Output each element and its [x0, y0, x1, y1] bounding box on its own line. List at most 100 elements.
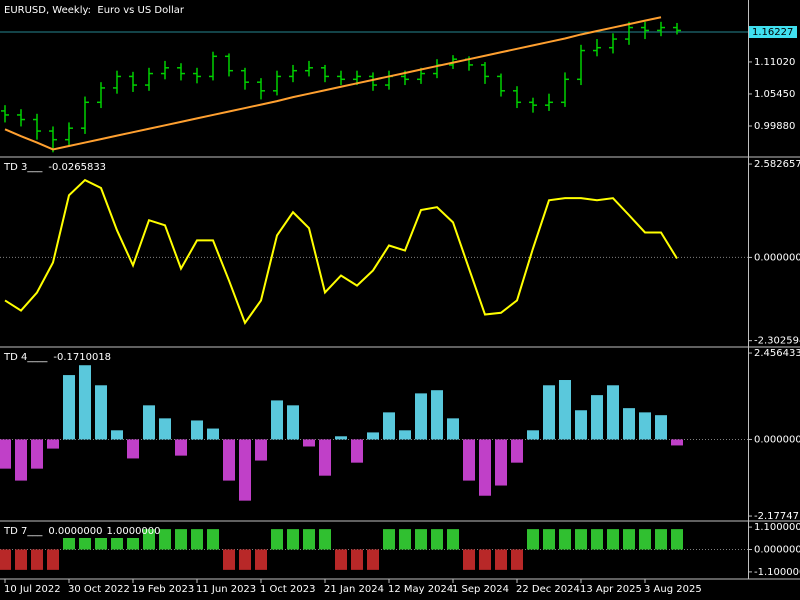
pane-title: TD 4____: [3, 352, 48, 363]
histogram-bar: [271, 400, 283, 440]
histogram-bar: [463, 439, 475, 481]
histogram-bar: [447, 418, 459, 440]
x-tick-label: 3 Aug 2025: [644, 584, 702, 595]
y-tick-label: 2.5826579: [754, 159, 800, 170]
histogram-bar: [287, 405, 299, 440]
histogram-bar: [623, 408, 635, 440]
histogram-bar: [223, 549, 235, 570]
x-tick-label: 1 Sep 2024: [452, 584, 509, 595]
y-tick-label: -2.1774711: [754, 511, 800, 522]
histogram-bar: [239, 549, 251, 570]
histogram-bar: [207, 529, 219, 550]
histogram-bar: [367, 432, 379, 440]
histogram-bar: [559, 380, 571, 440]
histogram-bar: [159, 529, 171, 550]
x-tick-label: 13 Apr 2025: [580, 584, 642, 595]
histogram-bar: [111, 430, 123, 440]
histogram-bar: [143, 529, 155, 550]
x-tick-label: 11 Jun 2023: [196, 584, 256, 595]
y-tick-label: 0.0000000: [754, 252, 800, 263]
histogram-bar: [511, 549, 523, 570]
x-tick-label: 19 Feb 2023: [132, 584, 194, 595]
histogram-bar: [671, 439, 683, 446]
histogram-bar: [431, 390, 443, 440]
histogram-bar: [623, 529, 635, 550]
histogram-bar: [415, 393, 427, 440]
histogram-bar: [351, 549, 363, 570]
histogram-bar: [479, 439, 491, 496]
histogram-bar: [383, 529, 395, 550]
histogram-bar: [287, 529, 299, 550]
y-tick-label: 1.11020: [754, 57, 795, 68]
histogram-bar: [527, 529, 539, 550]
y-tick-label: 2.4564330: [754, 348, 800, 359]
x-tick-label: 22 Dec 2024: [516, 584, 580, 595]
histogram-bar: [559, 529, 571, 550]
histogram-bar: [223, 439, 235, 481]
histogram-bar: [575, 410, 587, 440]
histogram-bar: [447, 529, 459, 550]
histogram-bar: [47, 439, 59, 449]
histogram-bar: [207, 428, 219, 440]
trend-line: [4, 16, 662, 151]
pane-value: 1.0000000: [106, 526, 160, 537]
histogram-bar: [399, 430, 411, 440]
histogram-bar: [191, 420, 203, 440]
pane-title: TD 3___: [3, 162, 43, 173]
x-tick-label: 21 Jan 2024: [324, 584, 384, 595]
current-price-box: [749, 26, 797, 39]
histogram-bar: [191, 529, 203, 550]
histogram-bar: [335, 549, 347, 570]
y-tick-label: 1.05450: [754, 89, 795, 100]
histogram-bar: [319, 529, 331, 550]
histogram-bar: [303, 439, 315, 447]
histogram-bar: [431, 529, 443, 550]
histogram-bar: [79, 365, 91, 440]
x-tick-label: 12 May 2024: [388, 584, 453, 595]
histogram-bar: [143, 405, 155, 440]
y-tick-label: 0.0000000: [754, 544, 800, 555]
histogram-bar: [511, 439, 523, 463]
histogram-bar: [543, 529, 555, 550]
histogram-bar: [15, 549, 27, 570]
histogram-bar: [255, 439, 267, 461]
chart-title: EURUSD, Weekly: Euro vs US Dollar: [4, 5, 185, 16]
y-tick-label: -2.3025947: [754, 336, 800, 347]
y-tick-label: 0.0000000: [754, 434, 800, 445]
pane-value: 0.0000000: [48, 526, 102, 537]
x-tick-label: 10 Jul 2022: [4, 584, 61, 595]
histogram-bar: [655, 415, 667, 440]
histogram-bar: [31, 439, 43, 469]
histogram-bar: [591, 529, 603, 550]
histogram-bar: [479, 549, 491, 570]
histogram-bar: [463, 549, 475, 570]
histogram-bar: [383, 412, 395, 440]
histogram-bar: [671, 529, 683, 550]
indicator-line: [4, 178, 678, 325]
histogram-bar: [495, 549, 507, 570]
histogram-bar: [63, 375, 75, 440]
histogram-bar: [655, 529, 667, 550]
histogram-bar: [639, 529, 651, 550]
y-tick-label: -1.1000000: [754, 567, 800, 578]
x-tick-label: 1 Oct 2023: [260, 584, 315, 595]
histogram-bar: [175, 439, 187, 456]
x-tick-label: 30 Oct 2022: [68, 584, 130, 595]
histogram-bar: [175, 529, 187, 550]
histogram-bar: [303, 529, 315, 550]
histogram-bar: [239, 439, 251, 501]
histogram-bar: [351, 439, 363, 463]
histogram-bar: [319, 439, 331, 476]
histogram-bar: [575, 529, 587, 550]
histogram-bar: [31, 549, 43, 570]
histogram-bar: [47, 549, 59, 570]
histogram-bar: [495, 439, 507, 486]
current-price-label: 1.16227: [752, 27, 793, 38]
y-tick-label: 1.1000000: [754, 522, 800, 533]
histogram-bar: [415, 529, 427, 550]
pane-value: -0.1710018: [53, 352, 111, 363]
histogram-bar: [0, 549, 11, 570]
